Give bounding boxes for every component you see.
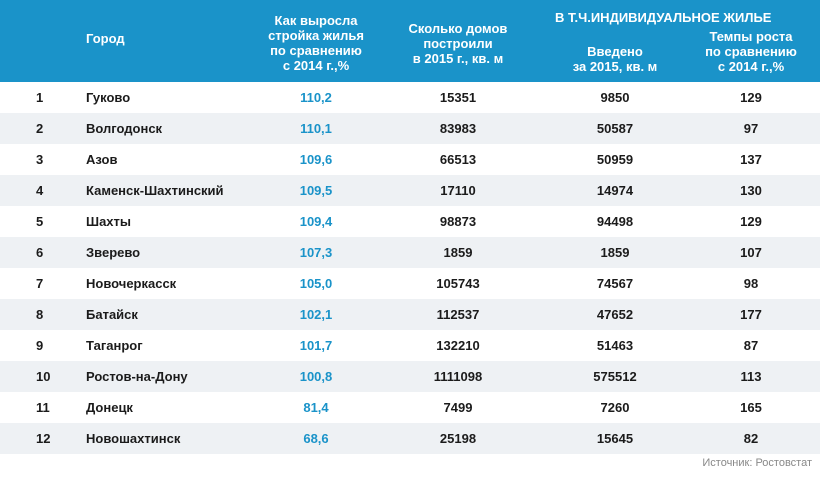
cell-built: 98873	[439, 214, 477, 229]
cell-city: Ростов-на-Дону	[86, 369, 188, 384]
table-row: 12 Новошахтинск 68,6 25198 15645 82	[0, 423, 820, 454]
cell-city: Гуково	[86, 90, 131, 105]
cell-indiv: 7260	[600, 400, 630, 415]
table-body: 1 Гуково 110,2 15351 9850 129 2 Волгодонск 110,…	[0, 82, 820, 454]
cell-growth: 107,3	[299, 245, 333, 260]
cell-city: Донецк	[86, 400, 133, 415]
cell-rate: 129	[740, 90, 762, 105]
table-row: 4 Каменск-Шахтинский 109,5 17110 14974 130	[0, 175, 820, 206]
cell-growth: 102,1	[299, 307, 333, 322]
cell-growth: 68,6	[303, 431, 329, 446]
cell-indiv: 14974	[596, 183, 634, 198]
cell-built: 132210	[436, 338, 480, 353]
table-row: 3 Азов 109,6 66513 50959 137	[0, 144, 820, 175]
cell-num: 10	[36, 369, 51, 384]
cell-city: Таганрог	[86, 338, 143, 353]
cell-growth: 110,1	[300, 121, 332, 136]
header-city: Город	[86, 31, 125, 46]
cell-indiv: 47652	[596, 307, 634, 322]
cell-growth: 105,0	[299, 276, 333, 291]
cell-rate: 129	[740, 214, 762, 229]
cell-growth: 109,4	[299, 214, 333, 229]
table-row: 9 Таганрог 101,7 132210 51463 87	[0, 330, 820, 361]
table-row: 6 Зверево 107,3 1859 1859 107	[0, 237, 820, 268]
cell-growth: 100,8	[299, 369, 333, 384]
cell-built: 17110	[440, 183, 476, 198]
cell-built: 66513	[439, 152, 477, 167]
cell-rate: 177	[740, 307, 762, 322]
table-row: 10 Ростов-на-Дону 100,8 1111098 575512 113	[0, 361, 820, 392]
cell-built: 1859	[443, 245, 473, 260]
cell-num: 11	[36, 400, 50, 415]
cell-rate: 87	[743, 338, 759, 353]
cell-city: Волгодонск	[86, 121, 163, 136]
table-row: 5 Шахты 109,4 98873 94498 129	[0, 206, 820, 237]
header-indiv: Введено за 2015, кв. м	[572, 44, 658, 74]
cell-city: Шахты	[86, 214, 131, 229]
cell-built: 7499	[443, 400, 473, 415]
cell-built: 1111098	[433, 369, 483, 384]
header-built: Сколько домов построили в 2015 г., кв. м	[408, 21, 508, 66]
cell-growth: 101,7	[299, 338, 333, 353]
cell-indiv: 94498	[596, 214, 634, 229]
cell-rate: 165	[740, 400, 762, 415]
cell-city: Новочеркасск	[86, 276, 177, 291]
cell-built: 112537	[436, 307, 480, 322]
cell-city: Зверево	[86, 245, 141, 260]
table-row: 11 Донецк 81,4 7499 7260 165	[0, 392, 820, 423]
cell-num: 3	[36, 152, 44, 167]
cell-num: 5	[36, 214, 44, 229]
cell-num: 1	[36, 90, 44, 105]
cell-indiv: 575512	[593, 369, 637, 384]
cell-city: Азов	[86, 152, 118, 167]
cell-city: Новошахтинск	[86, 431, 181, 446]
table-row: 8 Батайск 102,1 112537 47652 177	[0, 299, 820, 330]
cell-rate: 130	[740, 183, 762, 198]
cell-num: 12	[36, 431, 51, 446]
cell-indiv: 9850	[600, 90, 630, 105]
cell-rate: 113	[740, 369, 762, 384]
table-row: 2 Волгодонск 110,1 83983 50587 97	[0, 113, 820, 144]
cell-indiv: 50959	[596, 152, 634, 167]
cell-indiv: 74567	[596, 276, 634, 291]
cell-built: 25198	[439, 431, 477, 446]
cell-indiv: 1859	[600, 245, 630, 260]
cell-rate: 82	[743, 431, 759, 446]
cell-num: 2	[36, 121, 44, 136]
cell-num: 7	[36, 276, 44, 291]
cell-num: 9	[36, 338, 44, 353]
cell-indiv: 15645	[596, 431, 634, 446]
source-note: Источник: Ростовстат	[702, 457, 812, 469]
cell-built: 83983	[439, 121, 477, 136]
cell-city: Батайск	[86, 307, 138, 322]
cell-built: 105743	[436, 276, 480, 291]
cell-rate: 107	[740, 245, 762, 260]
header-rate: Темпы роста по сравнению с 2014 г.,%	[705, 29, 797, 74]
table-header: Город Как выросла стройка жилья по сравн…	[0, 0, 820, 82]
cell-built: 15351	[439, 90, 477, 105]
header-group-individual: В Т.Ч.ИНДИВИДУАЛЬНОЕ ЖИЛЬЕ	[555, 10, 772, 25]
cell-rate: 98	[743, 276, 759, 291]
cell-num: 8	[36, 307, 44, 322]
cell-growth: 109,6	[299, 152, 333, 167]
cell-growth: 110,2	[300, 90, 332, 105]
table-row: 7 Новочеркасск 105,0 105743 74567 98	[0, 268, 820, 299]
cell-indiv: 51463	[596, 338, 634, 353]
cell-growth: 109,5	[299, 183, 333, 198]
cell-growth: 81,4	[303, 400, 329, 415]
cell-num: 4	[36, 183, 44, 198]
cell-rate: 137	[740, 152, 762, 167]
table-row: 1 Гуково 110,2 15351 9850 129	[0, 82, 820, 113]
cell-rate: 97	[743, 121, 759, 136]
cell-num: 6	[36, 245, 44, 260]
cell-indiv: 50587	[596, 121, 634, 136]
cell-city: Каменск-Шахтинский	[86, 183, 224, 198]
header-growth: Как выросла стройка жилья по сравнению с…	[268, 13, 364, 73]
